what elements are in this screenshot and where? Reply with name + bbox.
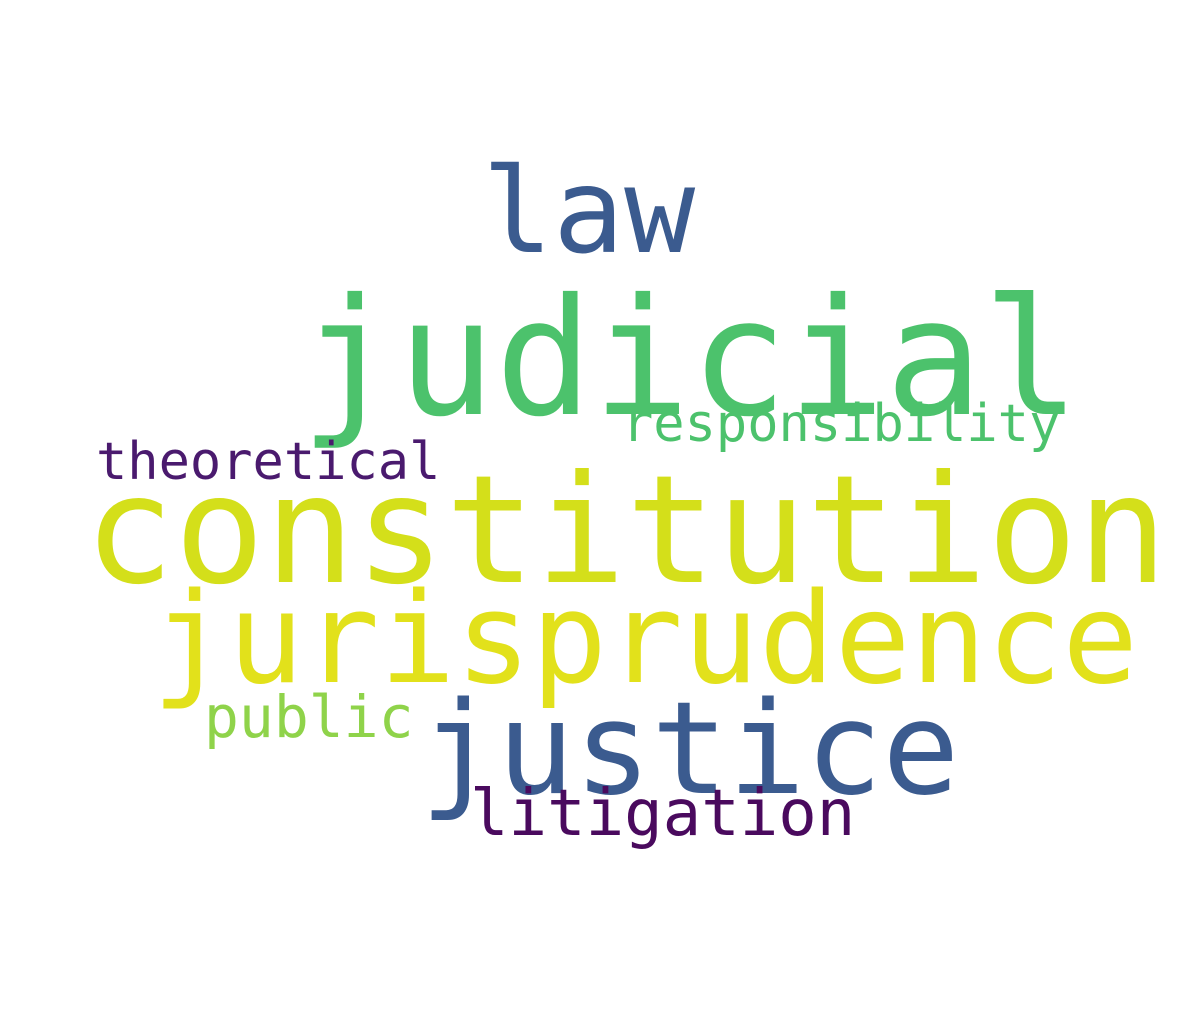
word-constitution: constitution <box>84 444 1168 618</box>
word-responsibility: responsibility <box>622 394 1061 454</box>
word-justice: justice <box>420 675 960 824</box>
word-law: law <box>482 142 696 280</box>
word-judicial: judicial <box>300 265 1081 453</box>
word-theoretical: theoretical <box>96 432 441 492</box>
word-public: public <box>204 683 414 751</box>
word-jurisprudence: jurisprudence <box>152 565 1139 712</box>
word-litigation: litigation <box>470 777 856 851</box>
